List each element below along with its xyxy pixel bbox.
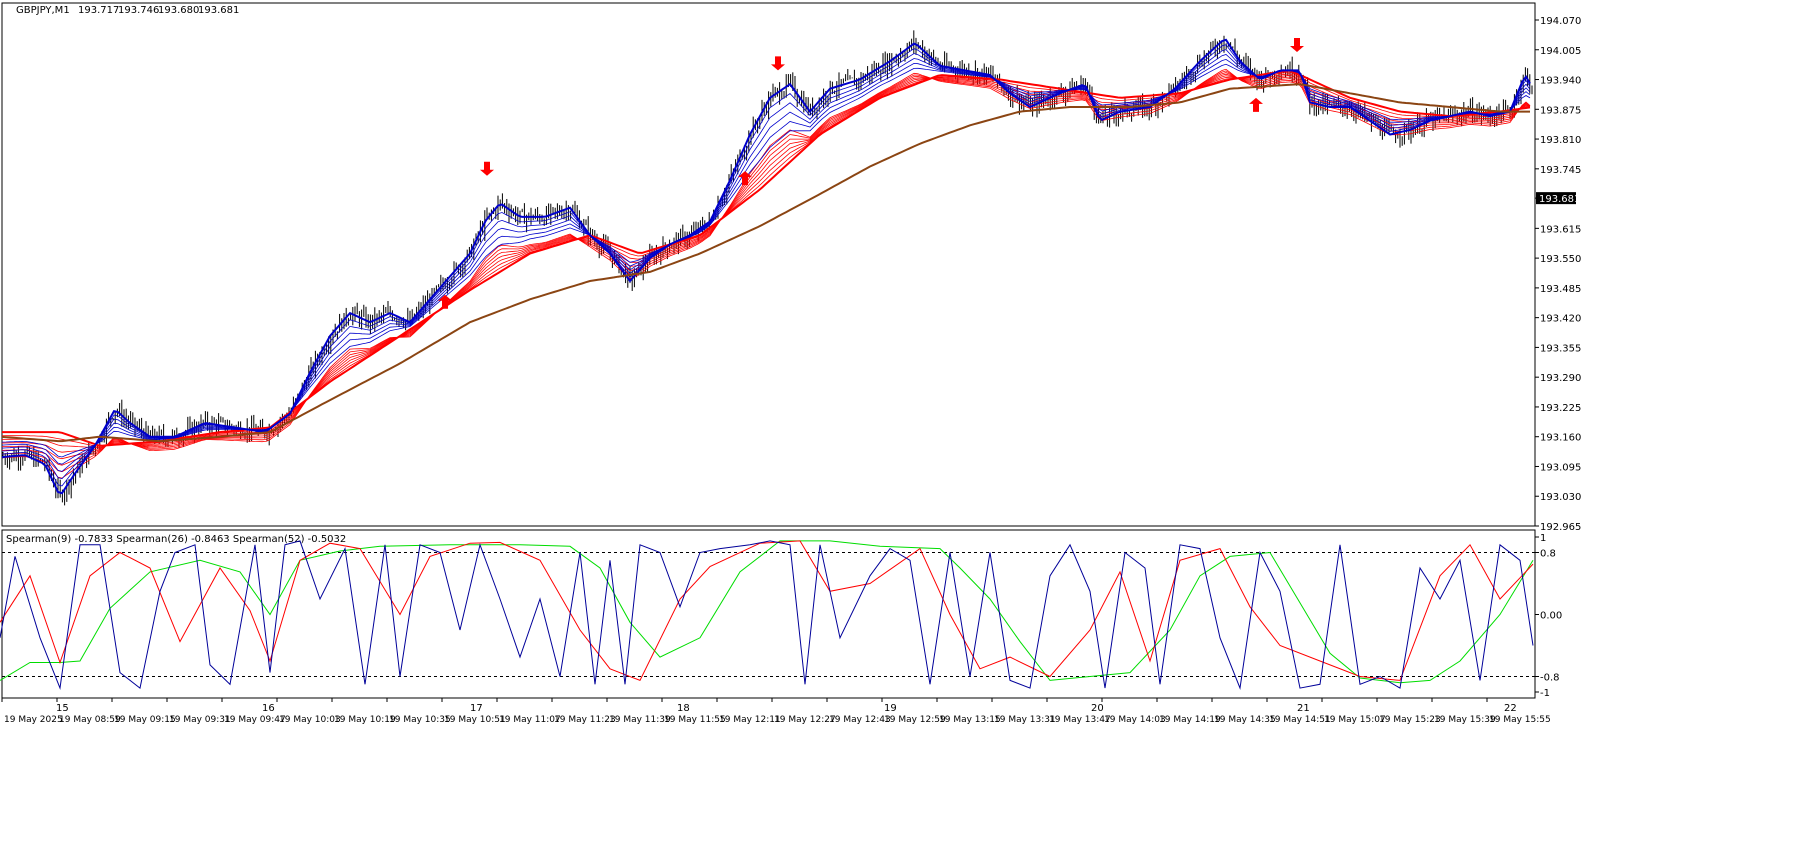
- price-tick-label: 193.290: [1540, 373, 1581, 384]
- time-tick-label: 19 May 15:55: [1489, 715, 1551, 725]
- time-tick-label: 19 May 12:27: [774, 715, 836, 725]
- time-tick-label: 19 May 13:47: [1049, 715, 1111, 725]
- sell-arrow-icon: [771, 56, 785, 71]
- current-price-badge: [1536, 192, 1576, 205]
- time-tick-label: 19 May 2025: [4, 715, 63, 725]
- time-tick-label: 19 May 10:03: [279, 715, 341, 725]
- time-tick-label: 19 May 11:23: [554, 715, 616, 725]
- time-tick-label: 19 May 14:51: [1269, 715, 1331, 725]
- time-tick-label: 19 May 13:15: [939, 715, 1001, 725]
- price-tick-label: 193.745: [1540, 165, 1581, 176]
- slow-ma-line: [1, 72, 1531, 466]
- current-price-label: 193.681: [1539, 194, 1580, 205]
- spearman-52-line: [0, 540, 1534, 684]
- time-tick-label: 19 May 14:19: [1159, 715, 1221, 725]
- price-tick-label: 194.005: [1540, 46, 1581, 57]
- day-label: 16: [262, 703, 275, 714]
- day-label: 18: [677, 703, 690, 714]
- ohlc-open: 193.717: [78, 5, 119, 16]
- price-tick-label: 193.160: [1540, 433, 1581, 444]
- oscillator-panel-frame: [1, 529, 1536, 699]
- ohlc-low: 193.680: [158, 5, 199, 16]
- time-tick-label: 19 May 15:23: [1379, 715, 1441, 725]
- signal-arrows-layer: [438, 38, 1304, 309]
- price-tick-label: 193.485: [1540, 284, 1581, 295]
- time-tick-label: 19 May 09:47: [224, 715, 286, 725]
- day-label: 17: [470, 703, 483, 714]
- price-tick-label: 193.550: [1540, 254, 1581, 265]
- time-tick-label: 19 May 15:39: [1434, 715, 1496, 725]
- price-tick-label: 193.810: [1540, 135, 1581, 146]
- long-ma-line: [1, 83, 1530, 443]
- fast-ma-line: [1, 63, 1531, 458]
- oscillator-lines-layer: [0, 540, 1535, 691]
- day-label: 20: [1091, 703, 1104, 714]
- time-tick-label: 19 May 09:15: [114, 715, 176, 725]
- time-tick-label: 19 May 09:31: [169, 715, 231, 725]
- price-tick-label: 192.965: [1540, 522, 1581, 533]
- day-label: 15: [56, 703, 69, 714]
- oscillator-label: Spearman(9) -0.7833 Spearman(26) -0.8463…: [6, 534, 346, 545]
- price-tick-label: 193.225: [1540, 403, 1581, 414]
- buy-arrow-icon: [1249, 97, 1263, 112]
- price-tick-label: 194.070: [1540, 16, 1581, 27]
- ohlc-high: 193.746: [118, 5, 159, 16]
- oscillator-tick-label: 0.8: [1540, 549, 1556, 560]
- price-tick-label: 193.095: [1540, 462, 1581, 473]
- time-tick-label: 19 May 11:39: [609, 715, 671, 725]
- price-tick-label: 193.355: [1540, 343, 1581, 354]
- time-tick-label: 19 May 15:07: [1324, 715, 1386, 725]
- main-panel-frame: [1, 2, 1536, 527]
- time-tick-label: 19 May 14:35: [1214, 715, 1276, 725]
- oscillator-tick-label: -1: [1540, 688, 1550, 699]
- day-label: 22: [1504, 703, 1517, 714]
- time-tick-label: 19 May 10:19: [334, 715, 396, 725]
- buy-arrow-icon: [738, 171, 752, 186]
- spearman-26-line: [0, 540, 1534, 682]
- spearman-9-line: [0, 540, 1534, 691]
- time-tick-label: 19 May 12:11: [719, 715, 781, 725]
- oscillator-tick-label: 0.00: [1540, 611, 1562, 622]
- slow-ma-line: [1, 73, 1531, 460]
- sell-arrow-icon: [1290, 38, 1304, 53]
- slow-ma-line: [1, 70, 1531, 473]
- oscillator-axis: 1 0.8 0.00 -0.8 -1: [1535, 533, 1562, 699]
- moving-averages-layer: [1, 38, 1531, 495]
- price-tick-label: 193.420: [1540, 314, 1581, 325]
- buy-arrow-icon: [438, 294, 452, 309]
- price-tick-label: 193.875: [1540, 105, 1581, 116]
- price-tick-label: 193.615: [1540, 224, 1581, 235]
- price-axis: 194.070 194.005 193.940 193.875 193.810 193.7…: [1535, 16, 1581, 533]
- ohlc-close: 193.681: [198, 5, 239, 16]
- oscillator-tick-label: 1: [1540, 533, 1546, 544]
- day-labels: 15 16 17 18 19 20 21 22: [56, 703, 1517, 714]
- time-tick-label: 19 May 10:35: [389, 715, 451, 725]
- time-tick-label: 19 May 12:43: [829, 715, 891, 725]
- time-tick-label: 19 May 10:51: [444, 715, 506, 725]
- chart-title: GBPJPY,M1: [16, 5, 70, 16]
- day-label: 19: [884, 703, 897, 714]
- time-tick-label: 19 May 11:55: [664, 715, 726, 725]
- oscillator-tick-label: -0.8: [1540, 673, 1560, 684]
- slow-ma-line: [1, 68, 1531, 479]
- price-tick-label: 193.030: [1540, 492, 1581, 503]
- price-tick-label: 193.940: [1540, 76, 1581, 87]
- time-tick-label: 19 May 12:59: [884, 715, 946, 725]
- day-label: 21: [1297, 703, 1310, 714]
- time-tick-label: 19 May 08:59: [59, 715, 121, 725]
- sell-arrow-icon: [480, 161, 494, 176]
- time-tick-label: 19 May 13:31: [994, 715, 1056, 725]
- time-tick-label: 19 May 11:07: [499, 715, 561, 725]
- time-tick-label: 19 May 14:03: [1104, 715, 1166, 725]
